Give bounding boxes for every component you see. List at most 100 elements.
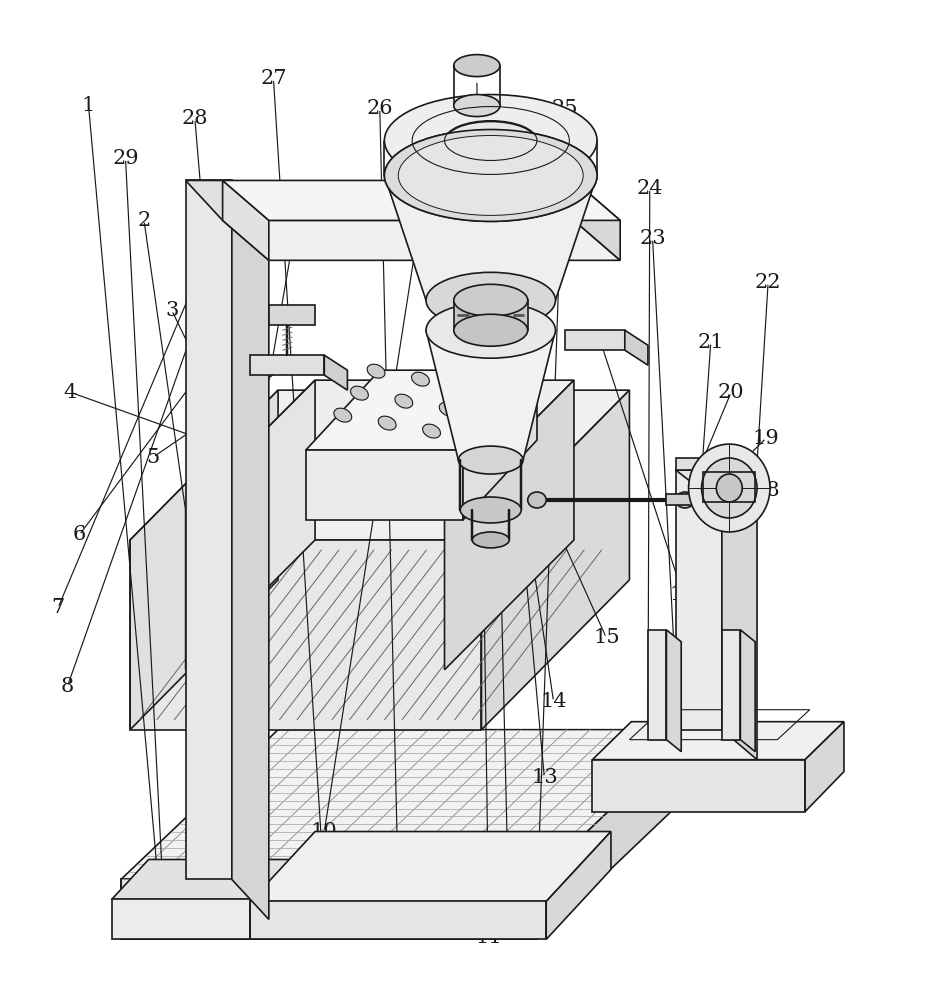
Text: 13: 13 bbox=[531, 768, 557, 787]
Text: 29: 29 bbox=[112, 149, 139, 168]
Text: 26: 26 bbox=[367, 99, 393, 118]
Polygon shape bbox=[389, 180, 509, 210]
Polygon shape bbox=[131, 540, 482, 730]
Ellipse shape bbox=[472, 532, 509, 548]
Ellipse shape bbox=[367, 364, 385, 378]
Polygon shape bbox=[306, 450, 463, 520]
Polygon shape bbox=[131, 390, 278, 730]
Polygon shape bbox=[185, 380, 574, 510]
Text: 21: 21 bbox=[697, 333, 724, 352]
Text: 12: 12 bbox=[494, 842, 520, 861]
Polygon shape bbox=[625, 330, 648, 365]
Polygon shape bbox=[648, 630, 667, 740]
Polygon shape bbox=[805, 722, 844, 812]
Text: 14: 14 bbox=[540, 692, 567, 711]
Ellipse shape bbox=[456, 380, 474, 394]
Text: 27: 27 bbox=[260, 69, 287, 88]
Polygon shape bbox=[565, 330, 625, 350]
Ellipse shape bbox=[702, 458, 757, 518]
Polygon shape bbox=[426, 111, 463, 180]
Polygon shape bbox=[185, 180, 269, 220]
Ellipse shape bbox=[426, 302, 556, 358]
Text: 20: 20 bbox=[718, 383, 745, 402]
Polygon shape bbox=[722, 630, 741, 740]
Text: 9: 9 bbox=[195, 752, 209, 771]
Text: 1: 1 bbox=[81, 96, 95, 115]
Ellipse shape bbox=[394, 394, 413, 408]
Ellipse shape bbox=[351, 386, 369, 400]
Ellipse shape bbox=[454, 55, 500, 77]
Text: 3: 3 bbox=[165, 301, 179, 320]
Text: 5: 5 bbox=[146, 448, 160, 467]
Ellipse shape bbox=[454, 95, 500, 117]
Polygon shape bbox=[250, 355, 324, 375]
Polygon shape bbox=[324, 355, 347, 390]
Polygon shape bbox=[676, 470, 722, 730]
Text: 15: 15 bbox=[593, 628, 619, 647]
Text: 11: 11 bbox=[476, 928, 502, 947]
Polygon shape bbox=[250, 832, 611, 901]
Polygon shape bbox=[306, 370, 537, 450]
Polygon shape bbox=[463, 370, 537, 520]
Polygon shape bbox=[131, 390, 630, 540]
Text: 2: 2 bbox=[137, 211, 151, 230]
Polygon shape bbox=[741, 630, 756, 752]
Polygon shape bbox=[222, 220, 620, 260]
Polygon shape bbox=[537, 730, 694, 939]
Ellipse shape bbox=[384, 130, 597, 221]
Text: 8: 8 bbox=[60, 677, 74, 696]
Polygon shape bbox=[426, 330, 556, 460]
Ellipse shape bbox=[334, 408, 352, 422]
Ellipse shape bbox=[689, 444, 770, 532]
Text: 4: 4 bbox=[63, 383, 77, 402]
Ellipse shape bbox=[445, 122, 536, 159]
Ellipse shape bbox=[717, 474, 743, 502]
Ellipse shape bbox=[676, 492, 694, 508]
Polygon shape bbox=[222, 180, 620, 220]
Polygon shape bbox=[250, 901, 546, 939]
Ellipse shape bbox=[454, 314, 528, 346]
Polygon shape bbox=[667, 494, 694, 505]
Polygon shape bbox=[222, 180, 269, 260]
Text: 24: 24 bbox=[636, 179, 663, 198]
Text: 16: 16 bbox=[669, 585, 696, 604]
Polygon shape bbox=[444, 380, 574, 670]
Polygon shape bbox=[121, 879, 537, 939]
Ellipse shape bbox=[458, 446, 523, 474]
Polygon shape bbox=[593, 722, 844, 760]
Ellipse shape bbox=[398, 136, 583, 215]
Ellipse shape bbox=[384, 130, 597, 221]
Polygon shape bbox=[454, 300, 528, 330]
Text: 18: 18 bbox=[753, 481, 780, 500]
Text: 10: 10 bbox=[311, 822, 338, 841]
Polygon shape bbox=[482, 390, 630, 730]
Ellipse shape bbox=[384, 95, 597, 186]
Polygon shape bbox=[232, 180, 269, 919]
Text: 23: 23 bbox=[639, 229, 666, 248]
Text: 19: 19 bbox=[753, 429, 780, 448]
Polygon shape bbox=[121, 730, 694, 879]
Polygon shape bbox=[722, 470, 757, 760]
Ellipse shape bbox=[454, 284, 528, 316]
Polygon shape bbox=[269, 305, 315, 325]
Polygon shape bbox=[546, 832, 611, 939]
Ellipse shape bbox=[460, 497, 521, 523]
Text: 6: 6 bbox=[72, 525, 86, 544]
Ellipse shape bbox=[378, 416, 396, 430]
Polygon shape bbox=[112, 899, 287, 939]
Polygon shape bbox=[287, 859, 324, 939]
Polygon shape bbox=[574, 180, 620, 260]
Ellipse shape bbox=[411, 372, 430, 386]
Polygon shape bbox=[593, 760, 805, 812]
Polygon shape bbox=[185, 380, 315, 670]
Polygon shape bbox=[185, 180, 232, 879]
Polygon shape bbox=[112, 859, 324, 899]
Text: 7: 7 bbox=[52, 598, 65, 617]
Polygon shape bbox=[676, 470, 757, 500]
Polygon shape bbox=[384, 175, 597, 300]
Ellipse shape bbox=[426, 272, 556, 328]
Text: 17: 17 bbox=[718, 512, 745, 531]
Polygon shape bbox=[667, 630, 682, 752]
Polygon shape bbox=[463, 111, 500, 210]
Ellipse shape bbox=[528, 492, 546, 508]
